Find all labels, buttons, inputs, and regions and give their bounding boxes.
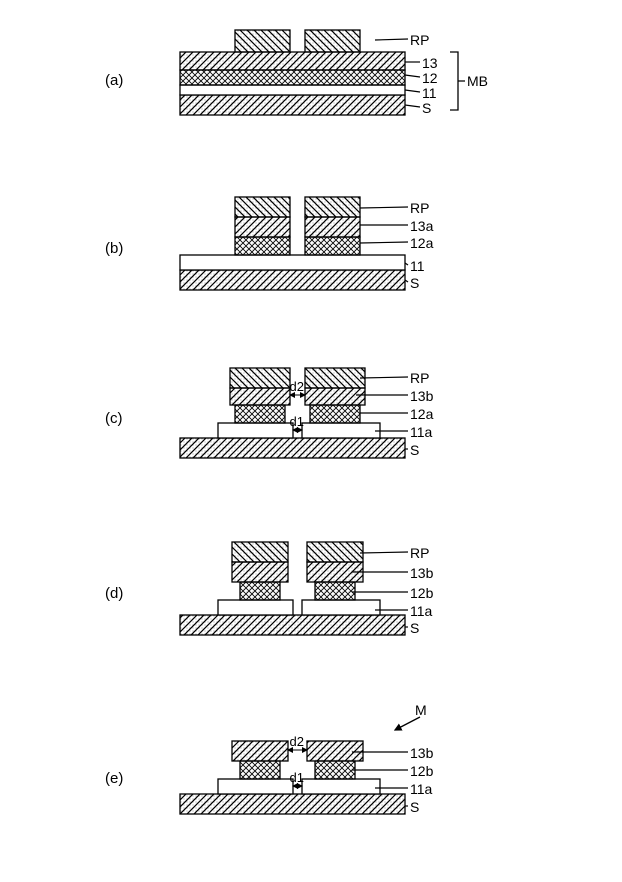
- panel-label-d: (d): [105, 585, 123, 602]
- label-c-13b: 13b: [410, 388, 433, 404]
- label-d-S: S: [410, 620, 419, 636]
- label-a-12: 12: [422, 70, 438, 86]
- label-e-11a: 11a: [410, 781, 432, 797]
- panel-label-a: (a): [105, 72, 123, 89]
- label-a-S: S: [422, 100, 431, 116]
- label-b-S: S: [410, 275, 419, 291]
- label-a-RP: RP: [410, 32, 429, 48]
- panel-label-e: (e): [105, 770, 123, 787]
- label-b-RP: RP: [410, 200, 429, 216]
- label-a-11: 11: [422, 85, 437, 101]
- bracket-label-MB: MB: [467, 73, 488, 89]
- panel-label-c: (c): [105, 410, 123, 427]
- label-e-S: S: [410, 799, 419, 815]
- dim-c-d1: d1: [290, 414, 304, 429]
- label-c-RP: RP: [410, 370, 429, 386]
- panel-label-b: (b): [105, 240, 123, 257]
- label-b-13a: 13a: [410, 218, 433, 234]
- label-a-13: 13: [422, 55, 438, 71]
- label-c-S: S: [410, 442, 419, 458]
- label-d-11a: 11a: [410, 603, 432, 619]
- label-d-13b: 13b: [410, 565, 433, 581]
- label-b-12a: 12a: [410, 235, 433, 251]
- label-d-RP: RP: [410, 545, 429, 561]
- label-d-12b: 12b: [410, 585, 433, 601]
- dim-e-d1: d1: [290, 770, 304, 785]
- label-c-11a: 11a: [410, 424, 432, 440]
- label-c-12a: 12a: [410, 406, 433, 422]
- label-M: M: [415, 702, 427, 718]
- process-diagram: [0, 0, 622, 882]
- label-e-12b: 12b: [410, 763, 433, 779]
- dim-e-d2: d2: [290, 734, 304, 749]
- label-e-13b: 13b: [410, 745, 433, 761]
- label-b-11: 11: [410, 258, 425, 274]
- dim-c-d2: d2: [290, 379, 304, 394]
